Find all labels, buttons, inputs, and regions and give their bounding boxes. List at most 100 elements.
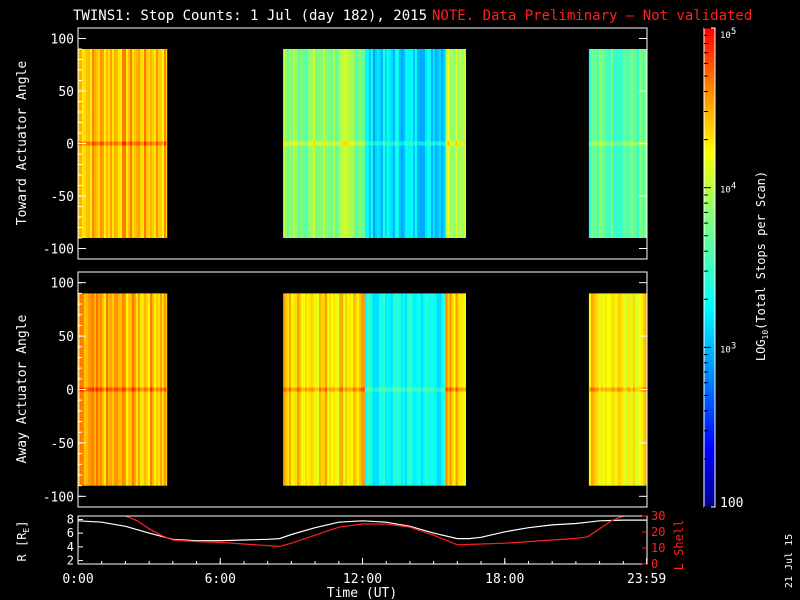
toward-zero-stripe xyxy=(166,141,168,146)
away-zero-stripe xyxy=(463,387,466,392)
away-zero-stripe xyxy=(114,387,117,392)
away-zero-stripe xyxy=(128,387,131,392)
away-zero-stripe xyxy=(372,387,376,392)
toward-heatmap xyxy=(78,49,647,238)
l-shell-line xyxy=(125,516,624,548)
away-zero-stripe xyxy=(337,387,340,392)
colorbar-label: LOG10(Total Stops per Scan) xyxy=(754,171,770,361)
toward-zero-stripe xyxy=(426,141,430,146)
toward-zero-stripe xyxy=(317,141,320,146)
toward-zero-stripe xyxy=(331,141,334,146)
away-zero-stripe xyxy=(432,387,436,392)
toward-zero-stripe xyxy=(442,141,446,146)
away-zero-stripe xyxy=(339,387,342,392)
r-axis-tick-label: 8 xyxy=(67,512,74,526)
away-zero-stripe xyxy=(104,387,107,392)
toward-zero-stripe xyxy=(325,141,328,146)
toward-zero-stripe xyxy=(628,141,632,146)
toward-zero-stripe xyxy=(610,141,614,146)
toward-zero-stripe xyxy=(440,141,444,146)
away-zero-stripe xyxy=(386,387,390,392)
toward-zero-stripe xyxy=(305,141,308,146)
away-zero-stripe xyxy=(305,387,308,392)
toward-zero-stripe xyxy=(406,141,410,146)
toward-zero-stripe xyxy=(94,141,97,146)
away-zero-stripe xyxy=(457,387,460,392)
away-y-tick-label: -50 xyxy=(51,437,74,452)
colorbar-tick-label: 105 xyxy=(720,27,736,41)
toward-zero-stripe xyxy=(614,141,618,146)
away-zero-stripe xyxy=(368,387,372,392)
away-zero-stripe xyxy=(158,387,161,392)
l-shell-axis-tick-label: 0 xyxy=(651,557,658,571)
time-axis: 0:00 6:00 12:00 18:00 23:59 xyxy=(62,558,666,587)
toward-zero-stripe xyxy=(463,141,466,146)
time-axis-tick-label: 6:00 xyxy=(205,572,236,587)
away-zero-stripe xyxy=(447,387,450,392)
colorbar-gradient-bar xyxy=(704,28,715,507)
toward-zero-stripe xyxy=(376,141,380,146)
away-zero-stripe xyxy=(116,387,119,392)
away-zero-stripe xyxy=(370,387,374,392)
away-zero-stripe xyxy=(608,387,612,392)
away-y-tick-label: 50 xyxy=(58,330,74,345)
time-axis-label: Time (UT) xyxy=(327,586,397,600)
away-zero-stripe xyxy=(465,387,466,392)
toward-zero-stripe xyxy=(287,141,290,146)
toward-zero-stripe xyxy=(335,141,338,146)
away-zero-stripe xyxy=(164,387,167,392)
toward-zero-stripe xyxy=(626,141,630,146)
toward-zero-stripe xyxy=(122,141,125,146)
away-zero-stripe xyxy=(120,387,123,392)
toward-zero-stripe xyxy=(120,141,123,146)
away-zero-stripe xyxy=(136,387,139,392)
toward-zero-stripe xyxy=(402,141,406,146)
toward-zero-stripe xyxy=(299,141,302,146)
away-zero-stripe xyxy=(319,387,322,392)
toward-zero-stripe xyxy=(422,141,426,146)
toward-zero-stripe xyxy=(114,141,117,146)
colorbar-tick-exponent: 3 xyxy=(731,341,736,351)
away-zero-stripe xyxy=(634,387,638,392)
toward-zero-stripe xyxy=(370,141,374,146)
toward-zero-stripe xyxy=(319,141,322,146)
away-zero-stripe xyxy=(428,387,432,392)
toward-zero-stripe xyxy=(150,141,153,146)
away-zero-stripe xyxy=(596,387,600,392)
toward-zero-stripe xyxy=(353,141,356,146)
toward-zero-stripe xyxy=(339,141,342,146)
toward-zero-stripe xyxy=(620,141,624,146)
colorbar-tick-exponent: 4 xyxy=(731,182,736,192)
away-zero-stripe xyxy=(384,387,388,392)
away-zero-stripe xyxy=(440,387,444,392)
away-zero-stripe xyxy=(144,387,147,392)
away-zero-stripe xyxy=(315,387,318,392)
away-zero-stripe xyxy=(602,387,606,392)
away-zero-stripe xyxy=(442,387,446,392)
toward-zero-stripe xyxy=(430,141,434,146)
toward-zero-stripe xyxy=(590,141,594,146)
toward-y-label: Toward Actuator Angle xyxy=(15,61,30,226)
toward-zero-stripe xyxy=(301,141,304,146)
away-zero-stripe xyxy=(347,387,350,392)
away-y-label: Away Actuator Angle xyxy=(15,314,30,463)
away-zero-stripe xyxy=(160,387,163,392)
away-zero-stripe xyxy=(355,387,358,392)
toward-zero-stripe xyxy=(347,141,350,146)
toward-zero-stripe xyxy=(283,141,286,146)
away-zero-stripe xyxy=(449,387,452,392)
away-zero-stripe xyxy=(630,387,634,392)
toward-zero-stripe xyxy=(297,141,300,146)
away-zero-stripe xyxy=(624,387,628,392)
away-zero-stripe xyxy=(156,387,159,392)
toward-zero-stripe xyxy=(104,141,107,146)
toward-zero-stripe xyxy=(291,141,294,146)
away-zero-stripe xyxy=(283,387,286,392)
toward-zero-stripe xyxy=(398,141,402,146)
toward-zero-stripe xyxy=(361,141,364,146)
r-axis-tick-label: 2 xyxy=(67,554,74,568)
away-zero-stripe xyxy=(363,387,366,392)
away-zero-stripe xyxy=(396,387,400,392)
away-zero-stripe xyxy=(289,387,292,392)
